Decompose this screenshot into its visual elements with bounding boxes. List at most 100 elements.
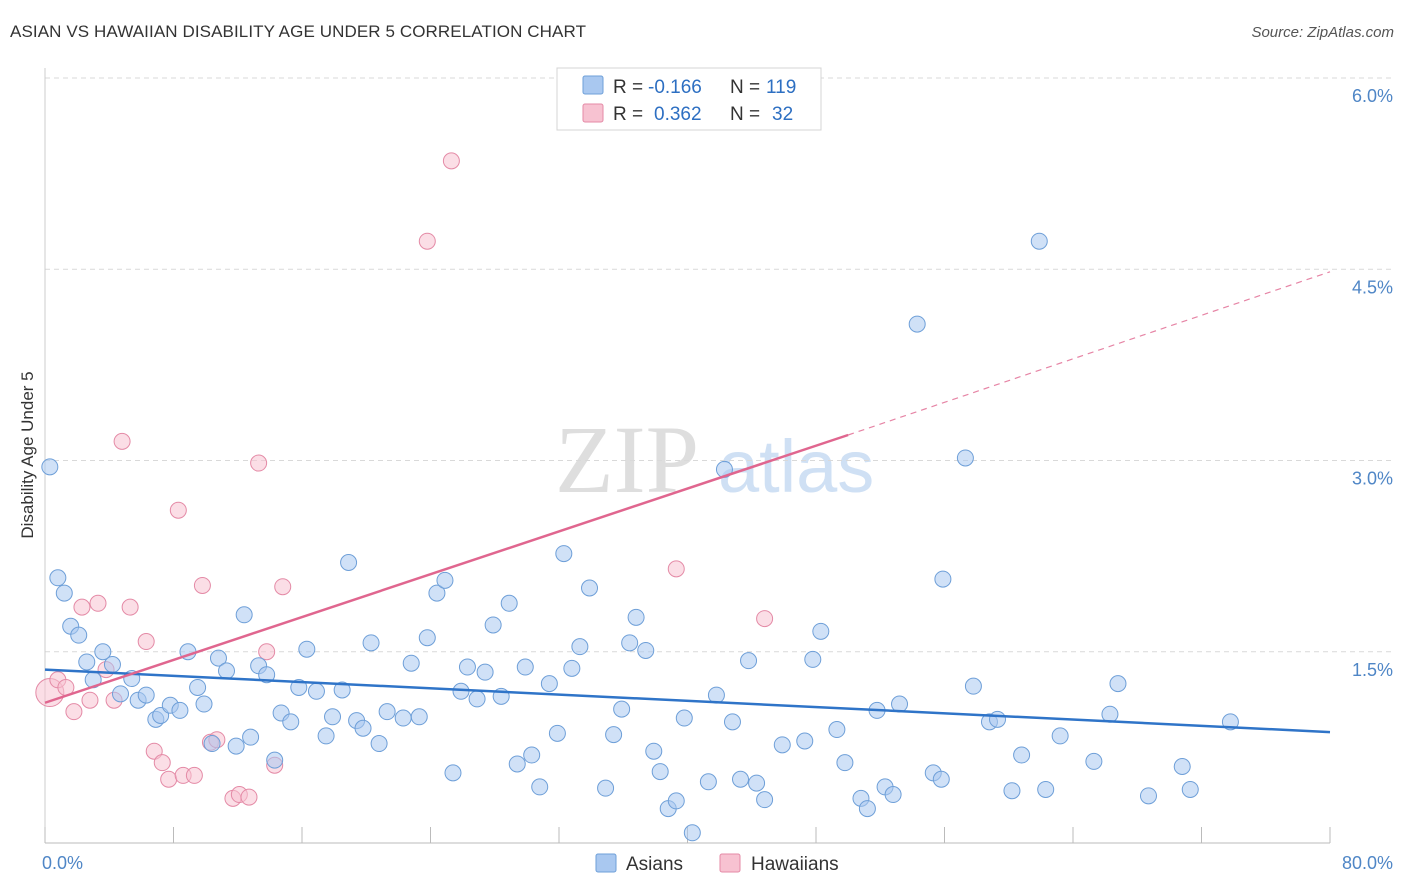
hawaiian-point (193, 576, 211, 594)
asian-point (171, 701, 189, 719)
asian-point (1003, 782, 1021, 800)
bottom-legend-label-asians: Asians (626, 854, 683, 875)
asian-point (613, 700, 631, 718)
asian-point (836, 754, 854, 772)
watermark-zip: ZIP (555, 406, 699, 513)
asian-point (1101, 705, 1119, 723)
asian-point (55, 584, 73, 602)
asian-point (597, 779, 615, 797)
asian-point (324, 708, 342, 726)
asian-point (103, 656, 121, 673)
asian-point (773, 736, 791, 754)
axes (44, 68, 1331, 844)
asian-point (675, 709, 693, 727)
hawaiian-point (185, 766, 203, 784)
hawaiian-point (73, 598, 91, 616)
hawaiian-trend-extension (847, 271, 1331, 436)
asian-point (1085, 752, 1103, 770)
asian-point (189, 678, 207, 696)
correlation-legend: R = -0.166 N = 119 R = 0.362 N = 32 (556, 67, 822, 131)
asian-point (282, 713, 300, 731)
y-tick-label: 1.5% (1352, 660, 1393, 680)
asian-points (41, 232, 1239, 842)
asian-point (394, 709, 412, 727)
hawaiian-point (160, 770, 178, 788)
asian-point (290, 678, 308, 696)
asian-point (540, 675, 558, 693)
asian-point (740, 652, 758, 670)
asian-point (964, 677, 982, 695)
hawaiian-point (89, 594, 107, 612)
bottom-legend-label-hawaiians: Hawaiians (751, 854, 839, 875)
asian-point (563, 659, 581, 677)
y-tick-labels: 1.5% 3.0% 4.5% 6.0% (1352, 86, 1393, 680)
asian-point (137, 686, 155, 704)
asian-point (78, 653, 96, 671)
asian-point (1139, 787, 1157, 805)
hawaiian-point (153, 754, 171, 772)
asian-point (699, 773, 717, 791)
legend-r-label-asians: R = (613, 77, 643, 98)
hawaiian-point (667, 560, 685, 578)
asian-point (884, 786, 902, 804)
asian-point (444, 764, 462, 782)
asian-point (651, 763, 669, 781)
asian-point (418, 629, 436, 647)
y-tick-label: 6.0% (1352, 86, 1393, 106)
chart-title: ASIAN VS HAWAIIAN DISABILITY AGE UNDER 5… (10, 22, 587, 41)
asian-point (70, 626, 88, 644)
asian-point (756, 791, 774, 809)
asian-point (804, 650, 822, 668)
y-tick-label: 3.0% (1352, 469, 1393, 489)
legend-swatch-asians (582, 75, 604, 95)
asian-point (548, 724, 566, 742)
gridlines (45, 77, 1395, 653)
asian-point (858, 800, 876, 818)
asian-point (621, 634, 639, 652)
asian-point (908, 315, 926, 333)
asian-point (732, 770, 750, 788)
legend-r-value-asians: -0.166 (648, 77, 702, 98)
trend-lines (44, 271, 1331, 734)
x-tick-labels: 0.0% 80.0% (42, 853, 1393, 873)
hawaiian-point (81, 691, 99, 709)
series-legend: Asians Hawaiians (595, 853, 839, 875)
x-tick-label: 80.0% (1342, 853, 1393, 873)
asian-point (500, 594, 518, 612)
asian-point (989, 710, 1007, 728)
asian-point (195, 695, 213, 713)
asian-point (333, 681, 351, 699)
asian-point (683, 824, 701, 842)
asian-point (354, 719, 372, 737)
asian-point (932, 770, 950, 788)
asian-point (531, 778, 549, 796)
hawaiian-point (169, 501, 187, 519)
watermark-atlas: atlas (718, 425, 874, 508)
asian-point (428, 584, 446, 602)
asian-point (1013, 746, 1031, 764)
hawaiian-point (137, 633, 155, 651)
hawaiian-trend-line (44, 433, 849, 704)
asian-point (828, 721, 846, 739)
asian-point (362, 634, 380, 652)
asian-trend-line (44, 668, 1331, 734)
asian-point (555, 545, 573, 563)
asian-point (516, 658, 534, 676)
asian-point (645, 742, 663, 760)
asian-point (436, 571, 454, 589)
asian-point (707, 686, 725, 704)
asian-point (956, 449, 974, 467)
asian-point (523, 746, 541, 764)
asian-point (508, 755, 526, 773)
hawaiian-point (113, 432, 131, 450)
asian-point (934, 570, 952, 588)
bottom-legend-swatch-asians (595, 853, 617, 873)
asian-point (227, 737, 245, 755)
hawaiian-point (65, 703, 83, 721)
asian-point (627, 608, 645, 626)
hawaiian-point (250, 454, 268, 472)
asian-point (258, 666, 276, 684)
asian-point (468, 690, 486, 708)
asian-point (1051, 727, 1069, 745)
hawaiian-point (418, 232, 436, 250)
